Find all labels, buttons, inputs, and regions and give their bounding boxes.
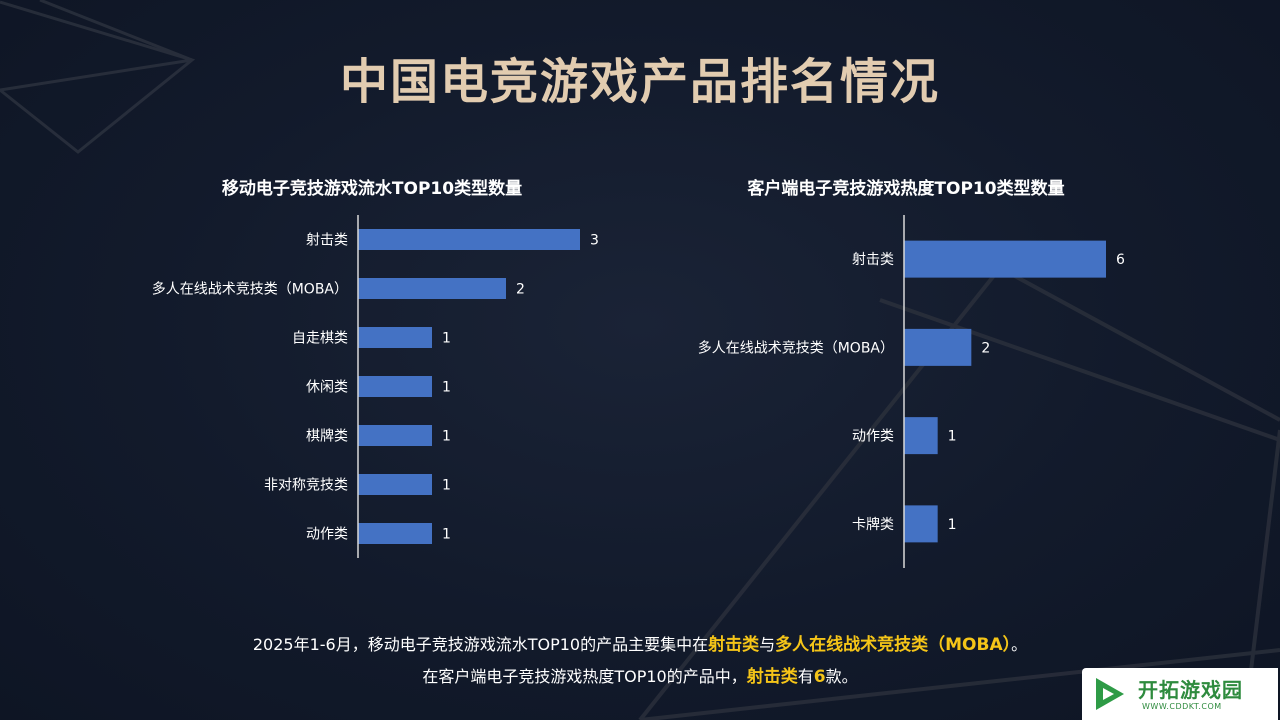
bar — [358, 474, 432, 495]
data-label: 1 — [442, 429, 451, 445]
bar — [358, 523, 432, 544]
data-label: 1 — [948, 429, 957, 445]
bar-chart-0: 射击类 3 多人在线战术竞技类（MOBA） 2 自走棋类 1 休闲类 1 棋牌类 1 非对称竞技类 1… — [152, 215, 599, 558]
data-label: 1 — [442, 331, 451, 347]
category-label: 休闲类 — [306, 380, 348, 396]
summary-line-1: 2025年1-6月，移动电子竞技游戏流水TOP10的产品主要集中在射击类与多人在… — [0, 630, 1280, 655]
summary-text: 。 — [1011, 635, 1028, 654]
summary-text: 有 — [797, 667, 814, 686]
category-label: 多人在线战术竞技类（MOBA） — [152, 281, 348, 298]
bar — [904, 328, 972, 366]
data-label: 3 — [590, 233, 599, 249]
category-label: 动作类 — [852, 429, 894, 445]
category-label: 棋牌类 — [306, 428, 348, 445]
site-watermark[interactable]: 开拓游戏园 WWW.CDDKT.COM — [1082, 668, 1278, 720]
chart-title-mobile: 移动电子竞技游戏流水TOP10类型数量 — [221, 179, 523, 199]
summary-text: 与 — [759, 635, 776, 654]
data-label: 1 — [442, 380, 451, 396]
category-label: 射击类 — [306, 233, 348, 249]
summary-highlight: 射击类 — [746, 667, 798, 687]
bar — [358, 278, 506, 299]
watermark-url: WWW.CDDKT.COM — [1142, 702, 1222, 711]
bar — [358, 327, 432, 348]
page-title: 中国电竞游戏产品排名情况 — [339, 54, 940, 110]
category-label: 动作类 — [306, 527, 348, 543]
data-label: 1 — [442, 527, 451, 543]
bar — [904, 505, 938, 543]
summary-text: 在客户端电子竞技游戏热度TOP10的产品中， — [422, 667, 747, 686]
bar — [358, 376, 432, 397]
summary-highlight: 射击类 — [708, 635, 760, 655]
watermark-name: 开拓游戏园 — [1138, 678, 1243, 702]
category-label: 射击类 — [852, 252, 894, 268]
chart-title-client: 客户端电子竞技游戏热度TOP10类型数量 — [747, 179, 1065, 199]
category-label: 多人在线战术竞技类（MOBA） — [698, 339, 894, 356]
bar-chart-1: 射击类 6 多人在线战术竞技类（MOBA） 2 动作类 1 卡牌类 1 — [698, 215, 1125, 568]
bar — [904, 240, 1106, 278]
category-label: 自走棋类 — [292, 331, 348, 347]
summary-highlight: 多人在线战术竞技类（MOBA） — [775, 635, 1012, 655]
summary-text: 2025年1-6月，移动电子竞技游戏流水TOP10的产品主要集中在 — [252, 635, 709, 654]
category-label: 非对称竞技类 — [264, 477, 348, 494]
data-label: 2 — [981, 340, 990, 356]
data-label: 6 — [1116, 252, 1125, 268]
summary-text: 款。 — [825, 667, 858, 686]
data-label: 1 — [442, 478, 451, 494]
bar — [904, 417, 938, 455]
category-label: 卡牌类 — [852, 516, 894, 533]
bar — [358, 425, 432, 446]
data-label: 2 — [516, 282, 525, 298]
summary-highlight: 6 — [813, 667, 826, 687]
summary-line-2: 在客户端电子竞技游戏热度TOP10的产品中，射击类有6款。 — [0, 662, 1280, 687]
bar — [358, 229, 580, 250]
data-label: 1 — [948, 517, 957, 533]
play-logo-icon — [1096, 678, 1124, 710]
